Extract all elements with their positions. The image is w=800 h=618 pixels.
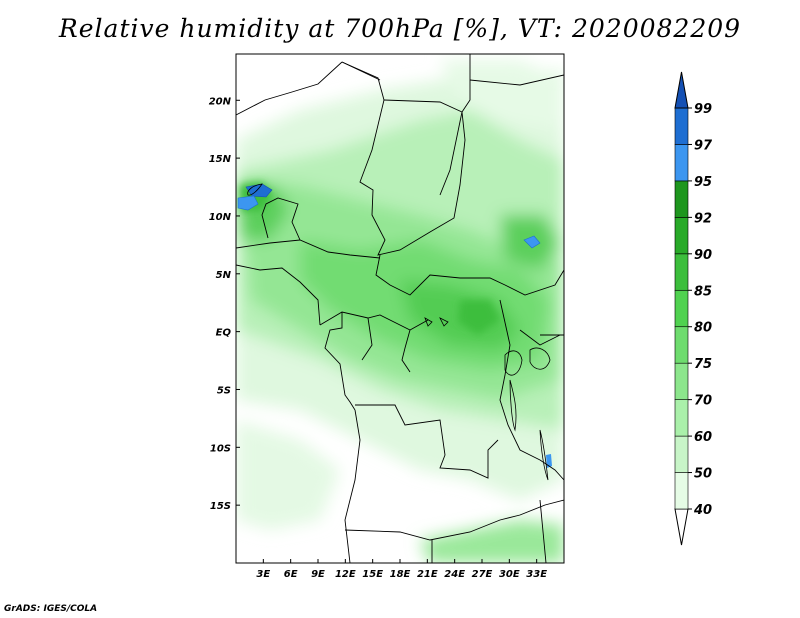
x-tick-label: 9E xyxy=(311,569,325,580)
colorbar-segment xyxy=(674,362,689,400)
x-tick-label: 15E xyxy=(362,569,383,580)
colorbar-under-triangle xyxy=(674,508,689,546)
colorbar: 40 50 60 70 75 80 85 90 92 95 97 99 xyxy=(674,71,713,546)
country-borders xyxy=(236,54,564,563)
humidity-field xyxy=(236,54,564,563)
y-tick-label: 20N xyxy=(209,96,232,107)
chart-title: Relative humidity at 700hPa [%], VT: 202… xyxy=(58,14,742,43)
colorbar-segment xyxy=(674,472,689,510)
colorbar-label: 92 xyxy=(694,211,712,226)
colorbar-label: 99 xyxy=(694,102,712,117)
credit-label: GrADS: IGES/COLA xyxy=(4,604,98,614)
colorbar-over-triangle xyxy=(674,71,689,109)
map-axes: 3E 6E 9E 12E 15E 18E 21E 24E 27E 30E 33E 20N 15N 10N 5… xyxy=(209,96,548,580)
x-tick-label: 30E xyxy=(499,569,520,580)
y-tick-label: 10N xyxy=(209,212,232,223)
x-tick-label: 33E xyxy=(526,569,547,580)
colorbar-segment xyxy=(674,217,689,255)
colorbar-segment xyxy=(674,435,689,473)
x-tick-label: 27E xyxy=(472,569,493,580)
colorbar-label: 60 xyxy=(694,430,712,445)
y-tick-label: 5S xyxy=(217,385,231,396)
colorbar-segment xyxy=(674,180,689,218)
colorbar-segment xyxy=(674,253,689,291)
colorbar-segment xyxy=(674,326,689,364)
colorbar-label: 95 xyxy=(694,175,712,190)
y-tick-label: EQ xyxy=(216,328,232,339)
colorbar-label: 90 xyxy=(694,248,712,263)
colorbar-segment xyxy=(674,399,689,437)
x-tick-label: 12E xyxy=(335,569,356,580)
colorbar-label: 70 xyxy=(694,394,712,409)
x-tick-label: 21E xyxy=(417,569,438,580)
colorbar-label: 75 xyxy=(694,357,712,372)
x-tick-label: 18E xyxy=(390,569,411,580)
colorbar-segment xyxy=(674,144,689,182)
colorbar-segment xyxy=(674,107,689,145)
colorbar-label: 85 xyxy=(694,284,712,299)
x-tick-label: 6E xyxy=(284,569,298,580)
colorbar-label: 97 xyxy=(694,138,713,153)
lake-outlines xyxy=(247,183,551,481)
y-tick-label: 15N xyxy=(209,154,232,165)
colorbar-label: 50 xyxy=(694,467,712,482)
y-tick-label: 5N xyxy=(216,270,232,281)
colorbar-label: 40 xyxy=(693,503,712,518)
y-tick-label: 15S xyxy=(210,501,231,512)
x-tick-label: 24E xyxy=(444,569,465,580)
x-tick-label: 3E xyxy=(256,569,270,580)
colorbar-segment xyxy=(674,289,689,328)
colorbar-label: 80 xyxy=(694,321,712,336)
y-tick-label: 10S xyxy=(210,443,231,454)
